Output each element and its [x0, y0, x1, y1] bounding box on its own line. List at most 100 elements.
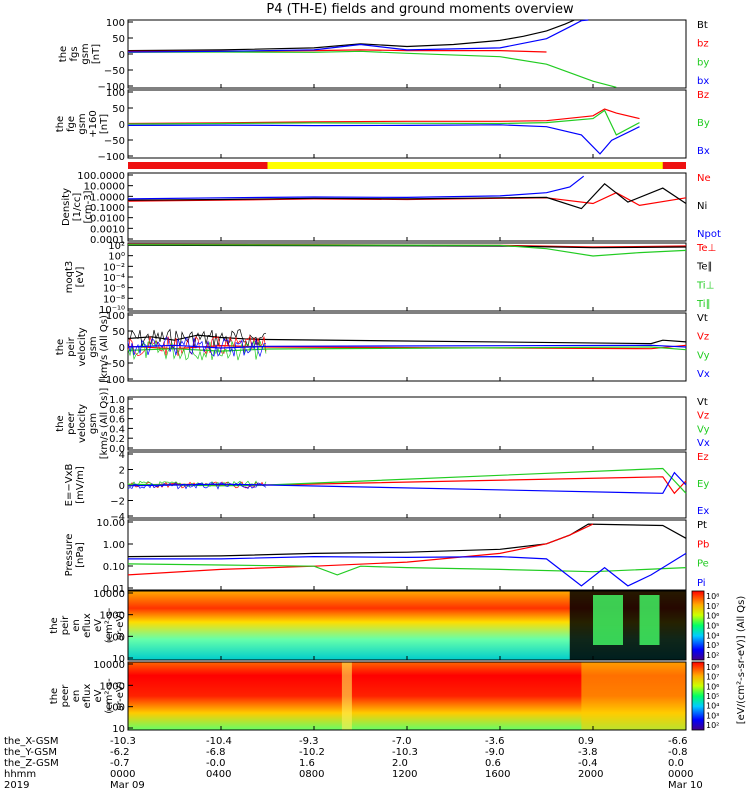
y-axis-label: eflux — [82, 684, 93, 709]
y-tick-label: 0.01 — [103, 584, 125, 595]
y-tick-label: −100 — [98, 375, 125, 386]
legend-entry: Vx — [697, 369, 710, 380]
y-axis-label: peir — [60, 615, 71, 635]
colorbar-tick-label: 10⁴ — [706, 702, 719, 711]
y-axis-label: fge — [66, 116, 77, 132]
colorbar-tick-label: 10² — [706, 721, 719, 730]
y-axis-label: the — [55, 339, 66, 355]
series-line-By — [127, 109, 640, 136]
colorbar-tick-label: 10⁶ — [706, 612, 719, 621]
panel-frame — [127, 519, 687, 591]
legend-entry: Vy — [697, 424, 710, 435]
series-line-Ti⊥ — [127, 244, 687, 257]
colorbar-tick-label: 10⁴ — [706, 631, 719, 640]
y-axis-label: sr-eV) — [115, 681, 126, 710]
y-axis-label: [nT] — [91, 44, 102, 64]
y-axis-label: [nPa] — [75, 542, 86, 568]
mode-status-bar — [128, 162, 686, 169]
time-axis-value: -10.2 — [299, 747, 325, 758]
series-line-Bt — [127, 19, 575, 52]
y-tick-label: 0.0100 — [90, 214, 125, 225]
y-tick-label: 10⁻⁸ — [103, 294, 125, 305]
y-tick-label: 1000 — [100, 611, 125, 622]
time-axis-value: 0.9 — [578, 736, 594, 747]
y-tick-label: −50 — [104, 359, 125, 370]
legend-entry: By — [697, 118, 710, 129]
time-axis-value: 1200 — [392, 769, 417, 780]
y-tick-label: 0.2 — [109, 434, 125, 445]
colorbar-tick-label: 10⁸ — [706, 663, 719, 672]
colorbar-tick-label: 10² — [706, 651, 719, 660]
y-axis-label: (cm²-s- — [104, 607, 115, 643]
y-tick-label: 10000 — [93, 589, 125, 600]
panel-frame — [127, 396, 687, 451]
time-axis-value: -0.8 — [668, 747, 688, 758]
y-axis-label: the — [55, 116, 66, 132]
colorbar-tick-label: 10⁵ — [706, 622, 719, 631]
y-axis-label: en — [71, 690, 82, 703]
time-axis-row-label: hhmm — [4, 769, 36, 780]
colorbar-tick-label: 10⁸ — [706, 592, 719, 601]
time-axis-value: -9.0 — [485, 747, 505, 758]
time-axis-value: -10.3 — [392, 747, 418, 758]
y-tick-label: 100 — [106, 18, 125, 29]
spectrogram-patch — [581, 662, 686, 730]
y-axis-label: eV — [93, 619, 104, 632]
y-axis-label: sr-eV) — [115, 611, 126, 640]
legend-entry: by — [697, 57, 709, 68]
y-tick-label: 10.00 — [96, 518, 125, 529]
spectrogram-patch — [639, 595, 660, 645]
y-tick-label: 10² — [108, 241, 125, 252]
y-axis-label: peer — [66, 411, 77, 435]
legend-entry: Te⊥ — [696, 243, 716, 254]
legend-entry: Ey — [697, 479, 709, 490]
panel-frame — [127, 19, 687, 89]
spectrogram-gap-region — [569, 591, 686, 660]
legend-entry: Vy — [697, 350, 710, 361]
colorbar-label: [eV/(cm²-s-sr-eV)] (All Qs) — [736, 596, 747, 725]
series-line-Pt — [127, 523, 687, 558]
status-bar-red — [128, 162, 268, 169]
colorbar — [691, 661, 705, 731]
legend-entry: Pt — [697, 520, 707, 531]
y-axis-label: eV — [93, 689, 104, 702]
legend-entry: Vz — [697, 411, 709, 422]
y-tick-label: 0 — [119, 481, 125, 492]
series-line-Vy — [127, 346, 687, 352]
legend-entry: Ni — [697, 201, 707, 212]
y-tick-label: 2 — [119, 466, 125, 477]
y-axis-label: Density — [61, 188, 72, 226]
colorbar — [691, 590, 705, 661]
y-tick-label: 0.8 — [109, 405, 125, 416]
time-axis-value: 0.6 — [485, 758, 501, 769]
time-axis-value: 2.0 — [392, 758, 408, 769]
y-axis-label: the — [55, 415, 66, 431]
y-tick-label: 1.00 — [103, 540, 125, 551]
y-axis-label: velocity — [77, 404, 88, 443]
y-axis-label: [mV/m] — [75, 466, 86, 504]
y-axis-label: +160 — [88, 110, 99, 137]
time-axis-value: 0000 — [668, 769, 693, 780]
time-axis-value: -0.7 — [110, 758, 130, 769]
y-axis-label: [nT] — [99, 114, 110, 134]
time-axis-value: Mar 10 — [668, 780, 703, 791]
y-axis-label: E=−VxB — [64, 464, 75, 507]
legend-entry: bz — [697, 39, 709, 50]
time-axis-value: 1.6 — [299, 758, 315, 769]
series-line-bx — [127, 19, 589, 53]
time-axis-row-label: the_X-GSM — [4, 736, 58, 747]
y-axis-label: the — [49, 617, 60, 633]
panel-peer_spec: 10000 1000 100 10 the peer en eflux eV (cm²-s-sr-… — [49, 660, 687, 735]
time-axis-row-label: the_Z-GSM — [4, 758, 59, 769]
time-axis-value: -0.0 — [206, 758, 226, 769]
y-tick-label: 0 — [119, 120, 125, 131]
y-axis-label: gsm — [88, 413, 99, 434]
series-line-Vt — [127, 334, 687, 345]
y-tick-label: 50 — [112, 34, 125, 45]
legend-entry: Pb — [697, 539, 709, 550]
series-noise-Ex — [127, 482, 267, 490]
y-tick-label: −50 — [104, 66, 125, 77]
series-line-Ey — [127, 467, 687, 494]
y-tick-label: 100.0000 — [77, 171, 125, 182]
